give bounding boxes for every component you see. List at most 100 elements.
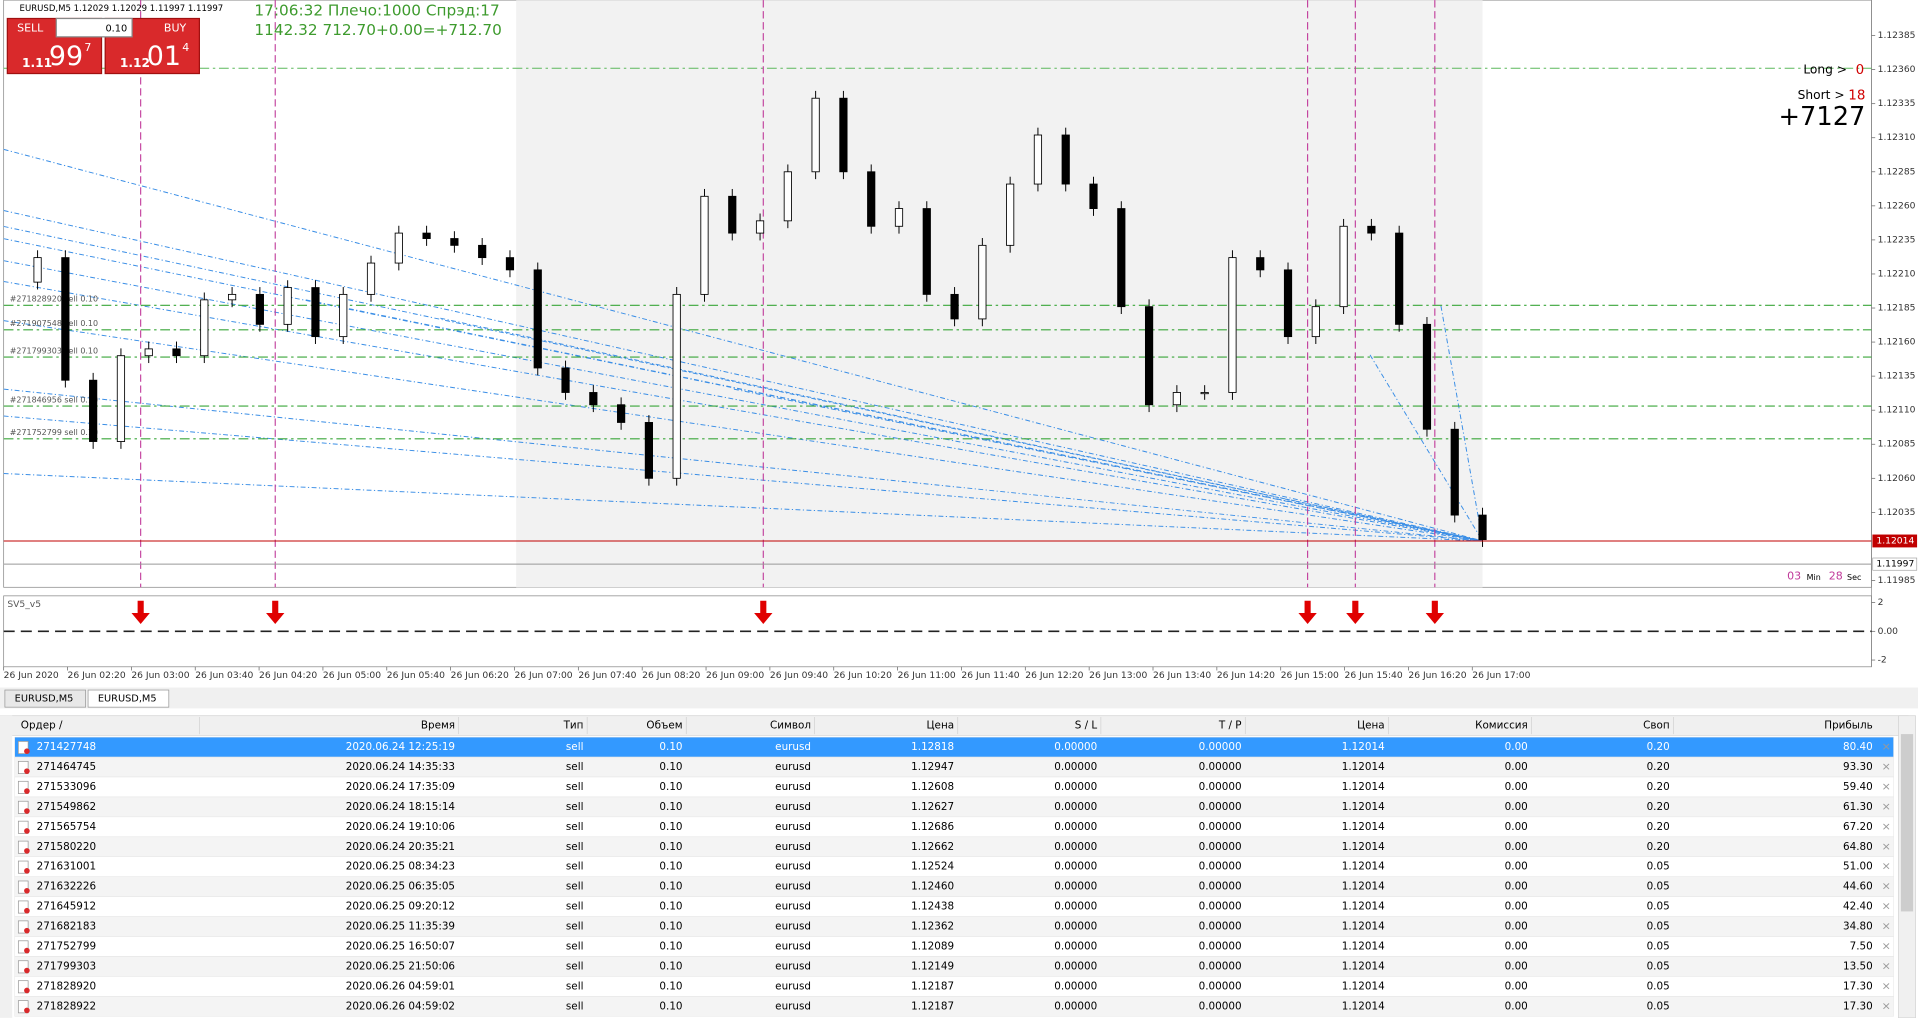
candle bbox=[1200, 392, 1209, 395]
close-icon[interactable]: × bbox=[1882, 840, 1891, 853]
table-header[interactable]: T / P bbox=[1218, 720, 1242, 732]
candle bbox=[255, 293, 264, 325]
table-header[interactable]: Объем bbox=[646, 720, 682, 732]
table-cell: 0.00000 bbox=[1054, 1000, 1097, 1012]
table-cell: 0.10 bbox=[659, 841, 682, 853]
row-icon-dot bbox=[24, 1007, 30, 1014]
buy-price-sup: 4 bbox=[182, 41, 189, 54]
tab[interactable] bbox=[87, 689, 170, 708]
trend-line bbox=[1440, 305, 1484, 542]
info-line-1: 17:06:32 Плечо:1000 Спрэд:17 bbox=[254, 2, 499, 20]
candle bbox=[561, 367, 570, 393]
lot-box[interactable] bbox=[55, 17, 133, 38]
table-cell: 1.12662 bbox=[911, 841, 954, 853]
table-cell: 2020.06.25 06:35:05 bbox=[346, 881, 455, 893]
order-label: #271907548 sell 0.10 bbox=[10, 319, 98, 328]
x-tick-label: 26 Jun 07:00 bbox=[514, 670, 572, 681]
table-cell: 0.00000 bbox=[1199, 881, 1242, 893]
scroll-thumb[interactable] bbox=[1900, 734, 1914, 912]
x-tick-label: 26 Jun 16:20 bbox=[1408, 670, 1466, 681]
table-header[interactable]: S / L bbox=[1075, 720, 1098, 732]
table-cell: eurusd bbox=[775, 761, 811, 773]
candle bbox=[1172, 392, 1181, 406]
table-cell: 271828922 bbox=[37, 1000, 96, 1012]
close-icon[interactable]: × bbox=[1882, 820, 1891, 833]
close-icon[interactable]: × bbox=[1882, 800, 1891, 813]
close-icon[interactable]: × bbox=[1882, 900, 1891, 913]
table-cell: eurusd bbox=[775, 841, 811, 853]
close-icon[interactable]: × bbox=[1882, 979, 1891, 992]
table-header[interactable]: Своп bbox=[1643, 720, 1670, 732]
table-cell: sell bbox=[566, 881, 584, 893]
trend-line bbox=[3, 473, 1483, 542]
table-cell: 1.12686 bbox=[911, 821, 954, 833]
candle bbox=[728, 195, 737, 234]
table-cell: 0.00 bbox=[1505, 801, 1528, 813]
close-icon[interactable]: × bbox=[1882, 959, 1891, 972]
table-cell: 271682183 bbox=[37, 921, 96, 933]
table-cell: 0.00000 bbox=[1054, 741, 1097, 753]
row-icon-dot bbox=[24, 788, 30, 794]
short-value: 18 bbox=[1848, 89, 1865, 104]
sell-price-mid: 99 bbox=[49, 41, 83, 72]
close-icon[interactable]: × bbox=[1882, 939, 1891, 952]
candle bbox=[1422, 323, 1432, 430]
table-cell: sell bbox=[566, 841, 584, 853]
close-icon[interactable]: × bbox=[1882, 780, 1891, 793]
table-cell: 93.30 bbox=[1843, 761, 1873, 773]
y-tick-label: 1.12310 bbox=[1878, 132, 1916, 143]
table-cell: eurusd bbox=[775, 960, 811, 972]
row-icon bbox=[17, 840, 29, 854]
close-icon[interactable]: × bbox=[1882, 760, 1891, 773]
x-tick-label: 26 Jun 02:20 bbox=[68, 670, 126, 681]
table-cell: 0.00 bbox=[1505, 921, 1528, 933]
table-cell: sell bbox=[566, 1000, 584, 1012]
row-icon bbox=[17, 860, 29, 874]
tab[interactable] bbox=[4, 689, 86, 708]
table-cell: 1.12438 bbox=[911, 901, 954, 913]
table-cell: 0.10 bbox=[659, 881, 682, 893]
table-cell: 0.10 bbox=[659, 1000, 682, 1012]
table-cell: 1.12627 bbox=[911, 801, 954, 813]
table-row[interactable] bbox=[14, 996, 1894, 1017]
table-cell: 2020.06.26 04:59:01 bbox=[346, 980, 455, 992]
table-header[interactable]: Время bbox=[421, 720, 455, 732]
close-icon[interactable]: × bbox=[1882, 880, 1891, 893]
table-cell: 0.00 bbox=[1505, 960, 1528, 972]
table-cell: eurusd bbox=[775, 940, 811, 952]
close-icon[interactable]: × bbox=[1882, 999, 1891, 1012]
table-header[interactable]: Тип bbox=[563, 720, 584, 732]
close-icon[interactable]: × bbox=[1882, 920, 1891, 933]
timer-min: 03 bbox=[1787, 569, 1801, 582]
table-cell: eurusd bbox=[775, 1000, 811, 1012]
row-icon bbox=[17, 800, 29, 814]
table-header[interactable]: Символ bbox=[770, 720, 811, 732]
table-cell: 1.12187 bbox=[911, 980, 954, 992]
table-header[interactable]: Цена bbox=[1357, 720, 1385, 732]
table-header[interactable]: Ордер / bbox=[21, 720, 63, 732]
row-icon-dot bbox=[24, 907, 30, 914]
table-cell: 0.10 bbox=[659, 980, 682, 992]
x-tick-label: 26 Jun 15:40 bbox=[1345, 670, 1403, 681]
table-cell: 1.12014 bbox=[1342, 940, 1385, 952]
table-header[interactable]: Цена bbox=[927, 720, 955, 732]
table-header[interactable]: Комиссия bbox=[1475, 720, 1528, 732]
table-cell: 17.30 bbox=[1843, 1000, 1873, 1012]
table-cell: 0.05 bbox=[1647, 940, 1670, 952]
table-cell: 0.00000 bbox=[1199, 960, 1242, 972]
close-icon[interactable]: × bbox=[1882, 860, 1891, 873]
row-icon-dot bbox=[24, 808, 30, 814]
y-tick-label: 1.12185 bbox=[1878, 303, 1916, 314]
table-cell: 1.12362 bbox=[911, 921, 954, 933]
table-cell: 0.10 bbox=[659, 921, 682, 933]
table-cell: 0.00 bbox=[1505, 1000, 1528, 1012]
x-tick-label: 26 Jun 03:40 bbox=[195, 670, 253, 681]
trend-line bbox=[3, 210, 1483, 542]
table-header[interactable]: Прибыль bbox=[1824, 720, 1872, 732]
row-icon bbox=[17, 1000, 29, 1014]
row-icon bbox=[17, 820, 29, 834]
table-cell: 0.00000 bbox=[1199, 921, 1242, 933]
candle bbox=[1089, 183, 1098, 209]
candle bbox=[1367, 225, 1376, 234]
close-icon[interactable]: × bbox=[1882, 740, 1891, 753]
